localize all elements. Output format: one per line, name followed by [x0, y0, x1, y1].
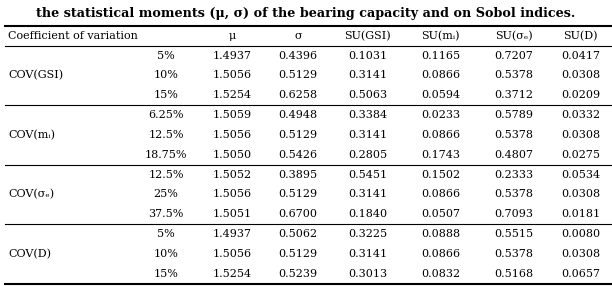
Text: 5%: 5% — [157, 229, 175, 239]
Text: COV(D): COV(D) — [8, 249, 51, 259]
Text: 0.3141: 0.3141 — [348, 70, 387, 80]
Text: 0.0308: 0.0308 — [561, 130, 600, 140]
Text: 0.6258: 0.6258 — [278, 90, 318, 100]
Text: 1.5051: 1.5051 — [212, 209, 252, 219]
Text: 0.0594: 0.0594 — [421, 90, 460, 100]
Text: 0.5378: 0.5378 — [494, 70, 534, 80]
Text: 0.3141: 0.3141 — [348, 189, 387, 199]
Text: 0.5239: 0.5239 — [278, 269, 318, 279]
Text: 0.5062: 0.5062 — [278, 229, 318, 239]
Text: 15%: 15% — [154, 269, 179, 279]
Text: 0.0308: 0.0308 — [561, 70, 600, 80]
Text: 1.5056: 1.5056 — [212, 70, 252, 80]
Text: 0.5515: 0.5515 — [494, 229, 534, 239]
Text: 0.5378: 0.5378 — [494, 249, 534, 259]
Text: 1.5056: 1.5056 — [212, 249, 252, 259]
Text: 0.5426: 0.5426 — [278, 150, 318, 160]
Text: 10%: 10% — [154, 249, 179, 259]
Text: 0.7207: 0.7207 — [494, 51, 534, 61]
Text: 0.0534: 0.0534 — [561, 170, 600, 180]
Text: 0.2333: 0.2333 — [494, 170, 534, 180]
Text: 0.0181: 0.0181 — [561, 209, 600, 219]
Text: 0.0507: 0.0507 — [421, 209, 460, 219]
Text: SU(GSI): SU(GSI) — [344, 31, 391, 41]
Text: 0.0888: 0.0888 — [421, 229, 460, 239]
Text: σ: σ — [294, 31, 302, 41]
Text: 0.0308: 0.0308 — [561, 249, 600, 259]
Text: 0.6700: 0.6700 — [278, 209, 318, 219]
Text: COV(GSI): COV(GSI) — [8, 70, 63, 80]
Text: 0.1502: 0.1502 — [421, 170, 460, 180]
Text: 1.5056: 1.5056 — [212, 130, 252, 140]
Text: 0.5378: 0.5378 — [494, 189, 534, 199]
Text: 1.5254: 1.5254 — [212, 269, 252, 279]
Text: 0.5168: 0.5168 — [494, 269, 534, 279]
Text: 1.5050: 1.5050 — [212, 150, 252, 160]
Text: 1.4937: 1.4937 — [212, 51, 252, 61]
Text: SU(mᵢ): SU(mᵢ) — [422, 31, 460, 41]
Text: 0.0308: 0.0308 — [561, 189, 600, 199]
Text: 25%: 25% — [154, 189, 179, 199]
Text: μ: μ — [228, 31, 236, 41]
Text: 0.5789: 0.5789 — [494, 110, 534, 120]
Text: 0.2805: 0.2805 — [348, 150, 387, 160]
Text: 0.4807: 0.4807 — [494, 150, 534, 160]
Text: 0.0417: 0.0417 — [561, 51, 600, 61]
Text: 0.0080: 0.0080 — [561, 229, 600, 239]
Text: 0.0866: 0.0866 — [421, 249, 460, 259]
Text: 0.5129: 0.5129 — [278, 249, 318, 259]
Text: 0.1031: 0.1031 — [348, 51, 387, 61]
Text: SU(σₑ): SU(σₑ) — [495, 31, 533, 41]
Text: 0.1165: 0.1165 — [421, 51, 460, 61]
Text: 0.0332: 0.0332 — [561, 110, 600, 120]
Text: 0.5129: 0.5129 — [278, 189, 318, 199]
Text: 15%: 15% — [154, 90, 179, 100]
Text: 0.0209: 0.0209 — [561, 90, 600, 100]
Text: 0.3895: 0.3895 — [278, 170, 318, 180]
Text: 0.3712: 0.3712 — [494, 90, 534, 100]
Text: 6.25%: 6.25% — [148, 110, 184, 120]
Text: the statistical moments (μ, σ) of the bearing capacity and on Sobol indices.: the statistical moments (μ, σ) of the be… — [36, 7, 576, 20]
Text: 0.3141: 0.3141 — [348, 249, 387, 259]
Text: 0.5378: 0.5378 — [494, 130, 534, 140]
Text: 0.1743: 0.1743 — [421, 150, 460, 160]
Text: SU(D): SU(D) — [564, 31, 598, 41]
Text: 0.0866: 0.0866 — [421, 130, 460, 140]
Text: Coefficient of variation: Coefficient of variation — [8, 31, 138, 41]
Text: 1.4937: 1.4937 — [212, 229, 252, 239]
Text: 5%: 5% — [157, 51, 175, 61]
Text: 0.0866: 0.0866 — [421, 70, 460, 80]
Text: 0.4396: 0.4396 — [278, 51, 318, 61]
Text: 1.5052: 1.5052 — [212, 170, 252, 180]
Text: 0.5063: 0.5063 — [348, 90, 387, 100]
Text: 1.5059: 1.5059 — [212, 110, 252, 120]
Text: 0.3013: 0.3013 — [348, 269, 387, 279]
Text: 0.4948: 0.4948 — [278, 110, 318, 120]
Text: 37.5%: 37.5% — [148, 209, 184, 219]
Text: 0.1840: 0.1840 — [348, 209, 387, 219]
Text: 0.7093: 0.7093 — [494, 209, 534, 219]
Text: 0.0275: 0.0275 — [561, 150, 600, 160]
Text: 0.3141: 0.3141 — [348, 130, 387, 140]
Text: 1.5254: 1.5254 — [212, 90, 252, 100]
Text: 0.3225: 0.3225 — [348, 229, 387, 239]
Text: 0.5129: 0.5129 — [278, 130, 318, 140]
Text: 18.75%: 18.75% — [145, 150, 187, 160]
Text: 0.0832: 0.0832 — [421, 269, 460, 279]
Text: 0.5451: 0.5451 — [348, 170, 387, 180]
Text: 0.0866: 0.0866 — [421, 189, 460, 199]
Text: 1.5056: 1.5056 — [212, 189, 252, 199]
Text: 12.5%: 12.5% — [148, 170, 184, 180]
Text: 12.5%: 12.5% — [148, 130, 184, 140]
Text: 0.5129: 0.5129 — [278, 70, 318, 80]
Text: 10%: 10% — [154, 70, 179, 80]
Text: COV(mᵢ): COV(mᵢ) — [8, 130, 55, 140]
Text: 0.0233: 0.0233 — [421, 110, 460, 120]
Text: 0.3384: 0.3384 — [348, 110, 387, 120]
Text: COV(σₑ): COV(σₑ) — [8, 189, 54, 200]
Text: 0.0657: 0.0657 — [561, 269, 600, 279]
